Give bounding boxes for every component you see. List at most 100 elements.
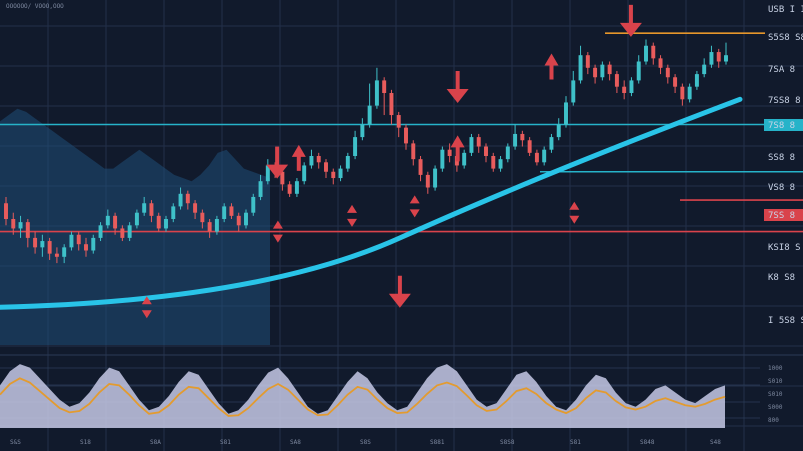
arrow-down-shaft [397, 275, 402, 296]
time-tick-label: S48 [710, 439, 721, 446]
candle-body [724, 55, 728, 62]
candle-body [229, 206, 234, 216]
candle-body [331, 171, 336, 179]
price-tick-label: VS8 8 [768, 183, 795, 193]
double-arrow-icon [347, 204, 357, 227]
double-arrow-icon [141, 296, 152, 319]
candle-body [149, 203, 154, 216]
candle-body [614, 74, 619, 87]
candle-body [491, 156, 496, 169]
candle-body [47, 241, 52, 254]
time-tick-label: S881 [430, 439, 445, 446]
candle-body [425, 174, 430, 188]
candle-body [520, 133, 525, 141]
candle-body [411, 143, 416, 160]
candle-body [84, 244, 88, 251]
arrow-up-shaft [296, 154, 301, 171]
candle-body [214, 219, 219, 232]
candle-body [367, 105, 372, 125]
trend-curve [0, 96, 743, 310]
candle-body [193, 203, 198, 213]
candle-body [549, 137, 554, 150]
candles [4, 39, 728, 264]
arrow-down-icon [388, 293, 411, 308]
candle-body [11, 219, 16, 229]
time-tick-label: S18 [80, 439, 91, 446]
candle-body [527, 140, 532, 153]
oscillator-signal-line [0, 377, 726, 417]
price-tick-label: 7S8 8 [768, 121, 795, 131]
candle-body [178, 193, 183, 207]
price-tick-label: KSI8 S [768, 243, 801, 253]
candle-body [418, 159, 423, 175]
arrow-down-shaft [628, 4, 633, 25]
candle-body [69, 234, 74, 248]
candle-body [622, 86, 627, 93]
candle-body [404, 127, 408, 144]
volume-area [0, 108, 270, 345]
candle-body [658, 58, 663, 68]
candle-body [4, 203, 8, 219]
candle-body [462, 152, 467, 166]
arrow-down-shaft [275, 146, 280, 167]
candle-body [33, 237, 38, 248]
arrow-down-shaft [455, 71, 460, 91]
price-tick-label: USB I I [768, 5, 803, 15]
arrow-up-icon [544, 53, 559, 66]
candle-body [578, 55, 583, 81]
candle-body [505, 146, 510, 160]
candle-body [382, 80, 387, 93]
double-arrow-icon [272, 220, 283, 243]
candle-body [98, 225, 103, 238]
candle-body [207, 222, 212, 232]
candle-body [593, 67, 598, 78]
candle-body [498, 159, 503, 169]
candle-body [687, 86, 692, 100]
candle-body [338, 168, 343, 179]
arrow-down-icon [446, 89, 469, 103]
candle-body [134, 212, 139, 226]
oscillator-tick-label: S010 [768, 391, 783, 398]
signal-arrows [141, 4, 642, 319]
time-tick-label: SA8 [290, 439, 301, 446]
time-tick-label: S8A [150, 439, 161, 446]
candle-body [556, 124, 561, 138]
header-marks: OOOOOO/ VOOO,OOO [6, 3, 64, 10]
candle-body [484, 146, 488, 156]
candle-body [156, 215, 161, 229]
double-arrow-icon [569, 201, 580, 224]
candle-body [629, 80, 634, 93]
candle-body [91, 237, 96, 251]
candle-body [542, 149, 547, 163]
candle-body [302, 165, 307, 182]
double-arrow-icon [409, 195, 420, 218]
price-tick-label: 7SA 8 [768, 65, 795, 75]
candle-body [396, 115, 401, 128]
candle-body [324, 162, 328, 172]
candle-body [18, 222, 23, 229]
oscillator-area [0, 364, 725, 428]
candle-body [164, 219, 168, 229]
price-tick-label: S5S8 S8 [768, 33, 803, 43]
candle-body [665, 67, 670, 78]
price-axis: USB I I S5S8 S8 7SA 8 7SS8 8 7S8 8 SS8 8 VS8 8… [10, 5, 803, 446]
candle-body [607, 64, 612, 75]
candle-body [251, 196, 256, 213]
candle-body [585, 55, 590, 68]
price-tag-background [764, 209, 803, 221]
candle-body [469, 137, 474, 153]
arrow-up-icon [450, 135, 465, 148]
candle-body [564, 102, 568, 125]
candle-body [185, 193, 190, 204]
candle-body [440, 149, 445, 169]
candle-body [113, 215, 118, 229]
price-tag-background [764, 119, 803, 131]
candle-body [534, 152, 539, 163]
arrow-up-shaft [549, 63, 554, 80]
candle-body [345, 156, 350, 169]
candle-body [236, 215, 241, 226]
oscillator-tick-label: S010 [768, 378, 783, 385]
time-tick-label: S848 [640, 439, 655, 446]
candle-body [244, 212, 248, 226]
arrow-down-icon [619, 22, 642, 37]
